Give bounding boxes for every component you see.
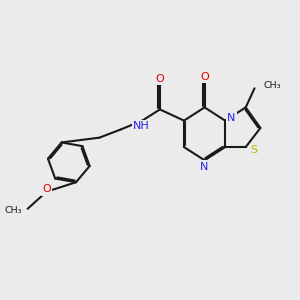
Text: CH₃: CH₃ bbox=[4, 206, 22, 215]
Text: O: O bbox=[42, 184, 51, 194]
Text: N: N bbox=[227, 113, 235, 123]
Text: S: S bbox=[250, 145, 257, 155]
Text: O: O bbox=[155, 74, 164, 84]
Text: N: N bbox=[200, 162, 208, 172]
Text: O: O bbox=[200, 71, 209, 82]
Text: CH₃: CH₃ bbox=[263, 81, 281, 90]
Text: NH: NH bbox=[133, 121, 150, 131]
